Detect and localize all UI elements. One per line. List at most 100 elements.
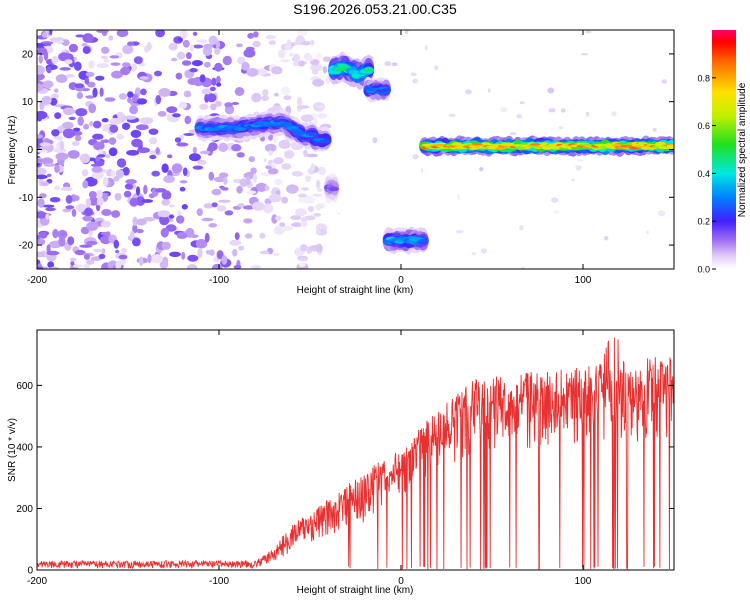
noise-blob bbox=[211, 263, 223, 269]
spectrogram-y-label: Frequency (Hz) bbox=[7, 116, 18, 185]
noise-blob bbox=[312, 78, 325, 87]
noise-blob bbox=[313, 213, 321, 217]
y-tick-label: -20 bbox=[19, 241, 34, 252]
noise-blob bbox=[265, 35, 277, 40]
noise-blob bbox=[179, 30, 188, 39]
noise-blob bbox=[575, 164, 582, 171]
noise-blob bbox=[101, 209, 112, 216]
noise-blob bbox=[157, 210, 171, 218]
noise-blob bbox=[288, 52, 294, 57]
noise-blob bbox=[284, 150, 295, 159]
noise-blob bbox=[102, 176, 109, 187]
noise-blob bbox=[283, 95, 292, 101]
noise-blob bbox=[176, 215, 185, 224]
noise-blob bbox=[208, 35, 218, 45]
noise-blob bbox=[82, 33, 94, 43]
noise-blob bbox=[72, 264, 84, 268]
noise-blob bbox=[264, 185, 270, 191]
noise-blob bbox=[297, 30, 308, 36]
noise-blob bbox=[166, 106, 178, 114]
main-track-segment bbox=[319, 139, 332, 144]
noise-blob bbox=[101, 46, 110, 54]
snr-series-line bbox=[37, 337, 674, 570]
noise-blob bbox=[88, 191, 97, 199]
noise-blob bbox=[93, 120, 102, 129]
noise-blob bbox=[216, 250, 224, 260]
noise-blob bbox=[646, 230, 649, 234]
noise-blob bbox=[214, 62, 223, 72]
noise-blob bbox=[45, 207, 56, 212]
noise-blob bbox=[571, 178, 575, 182]
noise-blob bbox=[109, 117, 122, 125]
noise-blob bbox=[294, 41, 299, 46]
noise-blob bbox=[315, 243, 323, 253]
noise-blob bbox=[79, 153, 91, 164]
noise-blob bbox=[37, 158, 44, 163]
noise-blob bbox=[49, 266, 60, 269]
noise-blob bbox=[122, 62, 131, 68]
main-track-segment bbox=[233, 127, 247, 131]
noise-blob bbox=[261, 95, 270, 102]
noise-blob bbox=[185, 227, 195, 238]
noise-blob bbox=[236, 43, 243, 48]
noise-blob bbox=[500, 106, 508, 113]
noise-blob bbox=[43, 163, 56, 167]
noise-blob bbox=[280, 225, 294, 231]
noise-blob bbox=[117, 158, 127, 168]
noise-blob bbox=[111, 70, 123, 79]
x-tick-label: 0 bbox=[398, 275, 404, 286]
right-track-segment bbox=[541, 146, 553, 150]
noise-blob bbox=[161, 163, 169, 173]
noise-blob bbox=[251, 92, 262, 103]
noise-blob bbox=[127, 41, 135, 46]
noise-blob bbox=[37, 146, 41, 150]
noise-blob bbox=[337, 212, 340, 215]
noise-blob bbox=[37, 72, 45, 81]
noise-blob bbox=[216, 205, 227, 212]
noise-blob bbox=[183, 90, 192, 98]
noise-blob bbox=[211, 77, 217, 86]
noise-blob bbox=[103, 59, 110, 63]
noise-blob bbox=[268, 150, 274, 156]
y-tick-label: 200 bbox=[16, 504, 33, 515]
noise-blob bbox=[179, 180, 188, 184]
y-tick-label: 20 bbox=[22, 49, 34, 60]
noise-blob bbox=[271, 214, 278, 224]
noise-blob bbox=[176, 51, 186, 60]
noise-blob bbox=[204, 61, 211, 68]
y-tick-label: 0 bbox=[27, 566, 33, 577]
noise-blob bbox=[159, 215, 170, 226]
noise-blob bbox=[42, 80, 54, 89]
noise-blob bbox=[603, 235, 609, 241]
noise-blob bbox=[241, 61, 250, 71]
noise-blob bbox=[455, 230, 464, 234]
noise-blob bbox=[50, 93, 59, 99]
noise-blob bbox=[176, 211, 182, 216]
noise-blob bbox=[208, 223, 218, 228]
right-track-segment bbox=[611, 144, 623, 147]
noise-blob bbox=[204, 232, 210, 243]
noise-blob bbox=[183, 133, 195, 136]
noise-blob bbox=[234, 87, 245, 96]
noise-blob bbox=[161, 190, 172, 200]
noise-blob bbox=[132, 224, 138, 234]
noise-blob bbox=[259, 232, 266, 239]
noise-blob bbox=[232, 249, 238, 257]
noise-blob bbox=[155, 30, 165, 38]
noise-blob bbox=[209, 86, 216, 92]
noise-blob bbox=[159, 260, 169, 269]
noise-blob bbox=[146, 41, 152, 51]
noise-blob bbox=[149, 137, 158, 145]
noise-blob bbox=[291, 222, 303, 227]
noise-blob bbox=[76, 92, 84, 99]
noise-blob bbox=[520, 266, 526, 269]
noise-blob bbox=[158, 87, 171, 97]
noise-blob bbox=[74, 135, 82, 142]
noise-blob bbox=[88, 103, 97, 114]
noise-blob bbox=[85, 240, 98, 246]
noise-blob bbox=[244, 233, 253, 239]
noise-blob bbox=[234, 232, 240, 241]
noise-blob bbox=[176, 142, 189, 147]
noise-blob bbox=[278, 49, 286, 59]
noise-blob bbox=[73, 61, 82, 71]
